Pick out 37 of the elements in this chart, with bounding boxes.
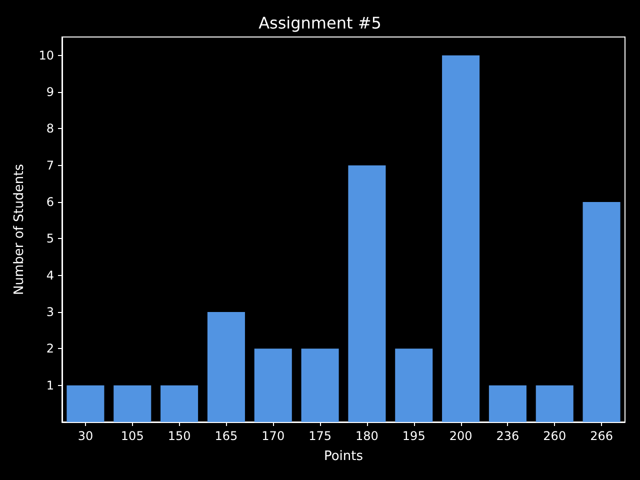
bar — [582, 202, 620, 422]
y-tick-label: 4 — [46, 268, 54, 282]
y-axis-title: Number of Students — [12, 164, 27, 295]
bar — [254, 348, 292, 422]
x-tick-label: 175 — [308, 429, 332, 443]
y-tick-label: 2 — [46, 342, 54, 356]
bar — [395, 348, 433, 422]
y-tick-label: 6 — [46, 195, 54, 209]
x-tick-label: 236 — [496, 429, 520, 443]
bar — [66, 385, 104, 422]
x-tick-label: 30 — [78, 429, 94, 443]
x-tick-label: 165 — [214, 429, 238, 443]
y-tick-label: 8 — [46, 122, 54, 136]
bar — [488, 385, 526, 422]
x-tick-label: 170 — [262, 429, 285, 443]
y-tick-label: 7 — [46, 158, 54, 172]
x-tick-label: 200 — [449, 429, 472, 443]
bar — [536, 385, 574, 422]
y-tick-label: 5 — [46, 232, 54, 246]
y-tick-label: 10 — [38, 48, 54, 62]
chart-title: Assignment #5 — [258, 14, 382, 32]
bar — [160, 385, 198, 422]
x-axis-title: Points — [324, 449, 364, 464]
bar — [114, 385, 152, 422]
bar — [207, 312, 245, 422]
x-tick-label: 105 — [120, 429, 144, 443]
bar — [442, 55, 480, 422]
y-tick-label: 1 — [46, 378, 54, 392]
x-tick-label: 266 — [590, 429, 613, 443]
bar — [301, 348, 339, 422]
y-tick-label: 3 — [46, 305, 54, 319]
x-tick-label: 180 — [356, 429, 378, 443]
x-tick-label: 195 — [402, 429, 426, 443]
bar — [348, 165, 386, 422]
x-tick-label: 150 — [168, 429, 191, 443]
y-tick-label: 9 — [46, 85, 54, 99]
x-tick-label: 260 — [543, 429, 566, 443]
